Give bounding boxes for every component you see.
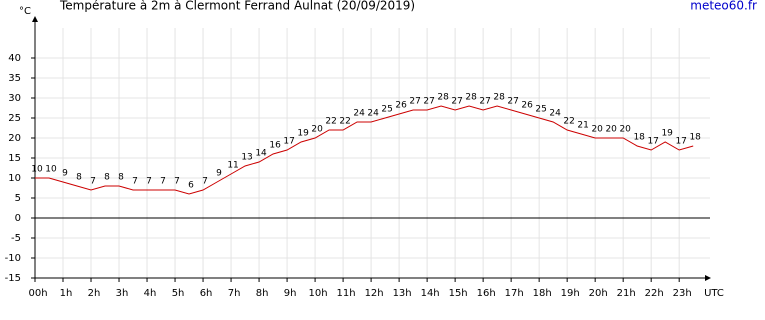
x-tick-label: 10h — [309, 288, 328, 299]
value-label: 17 — [675, 137, 686, 147]
value-label: 16 — [269, 141, 281, 151]
x-tick-label: 20h — [589, 288, 608, 299]
value-label: 7 — [160, 177, 166, 187]
y-axis-label: °C — [19, 6, 31, 17]
value-label: 26 — [521, 101, 533, 111]
y-tick-label: 25 — [8, 113, 21, 124]
y-tick-label: 15 — [8, 153, 21, 164]
y-tick-label: -5 — [11, 233, 21, 244]
value-label: 7 — [132, 177, 138, 187]
x-tick-label: 2h — [88, 288, 101, 299]
value-label: 27 — [479, 97, 490, 107]
value-label: 8 — [76, 173, 82, 183]
x-tick-label: 8h — [256, 288, 269, 299]
value-label: 18 — [633, 133, 645, 143]
y-tick-label: 30 — [8, 93, 21, 104]
x-tick-label: 18h — [533, 288, 552, 299]
value-label: 10 — [31, 165, 43, 175]
value-label: 7 — [174, 177, 180, 187]
x-tick-label: 23h — [673, 288, 692, 299]
y-tick-label: 20 — [8, 133, 21, 144]
value-label: 22 — [563, 117, 574, 127]
x-tick-label: 21h — [617, 288, 636, 299]
value-label: 18 — [689, 133, 701, 143]
value-label: 7 — [90, 177, 96, 187]
value-label: 7 — [146, 177, 152, 187]
value-label: 22 — [325, 117, 336, 127]
value-label: 10 — [45, 165, 57, 175]
x-tick-label: 17h — [505, 288, 524, 299]
x-tick-label: 5h — [172, 288, 185, 299]
value-label: 20 — [311, 125, 323, 135]
value-label: 28 — [465, 93, 477, 103]
x-tick-label: 1h — [60, 288, 73, 299]
temperature-line — [35, 105, 694, 195]
y-tick-label: 0 — [15, 213, 21, 224]
y-tick-label: 40 — [8, 53, 21, 64]
y-tick-label: -15 — [5, 273, 21, 284]
x-tick-label: 9h — [284, 288, 297, 299]
x-axis-label: UTC — [704, 288, 724, 299]
x-tick-label: 14h — [421, 288, 440, 299]
value-label: 17 — [283, 137, 294, 147]
x-tick-label: 22h — [645, 288, 664, 299]
x-tick-label: 19h — [561, 288, 580, 299]
x-tick-label: 11h — [337, 288, 356, 299]
value-label: 26 — [395, 101, 407, 111]
value-label: 19 — [297, 129, 309, 139]
chart-title: Température à 2m à Clermont Ferrand Auln… — [59, 0, 415, 13]
y-tick-label: 35 — [8, 73, 21, 84]
y-tick-label: 5 — [15, 193, 21, 204]
value-label: 24 — [549, 109, 561, 119]
value-label: 13 — [241, 153, 252, 163]
value-label: 28 — [493, 93, 505, 103]
x-tick-label: 12h — [365, 288, 384, 299]
value-label: 7 — [202, 177, 208, 187]
x-tick-label: 00h — [28, 288, 47, 299]
y-tick-label: 10 — [8, 173, 21, 184]
value-label: 22 — [339, 117, 350, 127]
x-tick-label: 3h — [116, 288, 129, 299]
value-label: 25 — [381, 105, 392, 115]
value-label: 9 — [62, 169, 68, 179]
value-label: 19 — [661, 129, 673, 139]
value-label: 24 — [353, 109, 365, 119]
value-label: 11 — [227, 161, 238, 171]
y-tick-label: -10 — [5, 253, 21, 264]
value-label: 27 — [423, 97, 434, 107]
value-label: 20 — [619, 125, 631, 135]
value-label: 14 — [255, 149, 267, 159]
value-label: 20 — [605, 125, 617, 135]
x-tick-label: 13h — [393, 288, 412, 299]
x-arrow — [705, 275, 711, 281]
x-tick-label: 7h — [228, 288, 241, 299]
x-tick-label: 15h — [449, 288, 468, 299]
value-label: 25 — [535, 105, 546, 115]
value-label: 8 — [118, 173, 124, 183]
value-label: 27 — [507, 97, 518, 107]
value-label: 20 — [591, 125, 603, 135]
value-label: 21 — [577, 121, 588, 131]
x-tick-label: 6h — [200, 288, 213, 299]
value-label: 9 — [216, 169, 222, 179]
value-label: 27 — [451, 97, 462, 107]
x-tick-label: 16h — [477, 288, 496, 299]
value-label: 6 — [188, 181, 194, 191]
value-label: 28 — [437, 93, 449, 103]
value-label: 27 — [409, 97, 420, 107]
value-label: 8 — [104, 173, 110, 183]
y-arrow — [32, 16, 38, 22]
value-label: 24 — [367, 109, 379, 119]
source-link[interactable]: meteo60.fr — [690, 0, 757, 13]
value-label: 17 — [647, 137, 658, 147]
x-tick-label: 4h — [144, 288, 157, 299]
